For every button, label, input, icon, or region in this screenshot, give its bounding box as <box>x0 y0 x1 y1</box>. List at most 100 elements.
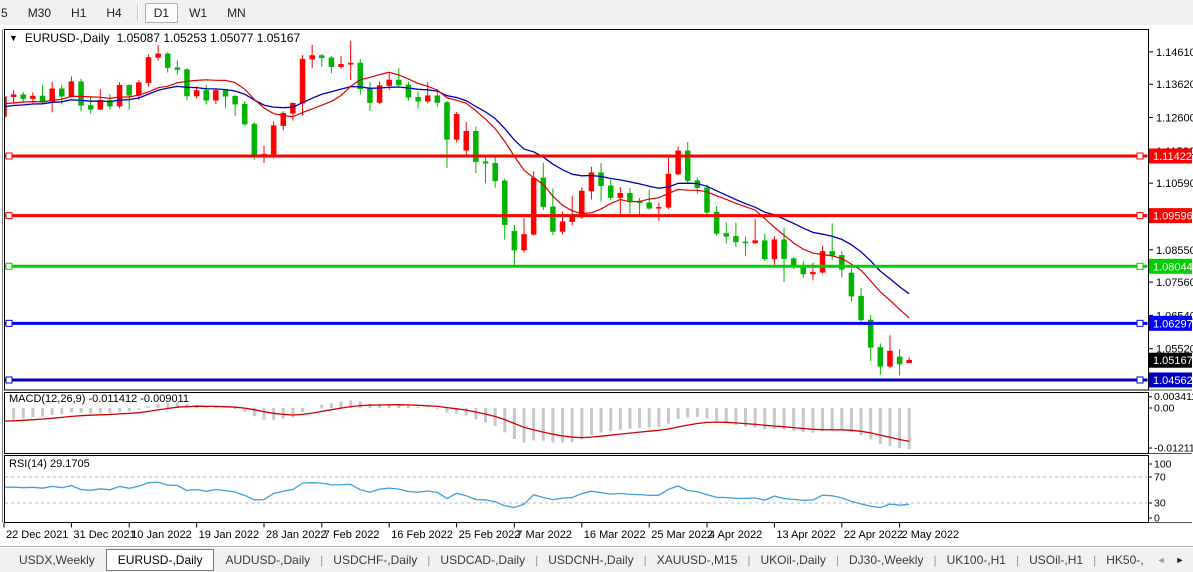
timeframe-button-h4[interactable]: H4 <box>106 5 122 20</box>
time-axis-label: 22 Apr 2022 <box>844 529 903 541</box>
rsi-axis-label: 0 <box>1154 513 1160 525</box>
price-axis-badge-text: 1.11422 <box>1153 151 1192 163</box>
timeframe-button-h1[interactable]: H1 <box>71 5 87 20</box>
time-axis-label: 28 Jan 2022 <box>266 529 327 541</box>
chart-tab-dj30-weekly[interactable]: DJ30-,Weekly <box>848 552 924 567</box>
chart-header: ▼ EURUSD-,Daily 1.05087 1.05253 1.05077 … <box>9 31 300 45</box>
chart-tab-audusd-daily[interactable]: AUDUSD-,Daily <box>225 552 311 567</box>
price-chart[interactable]: 1.146101.136201.126001.115801.105901.085… <box>0 0 1193 546</box>
tab-separator: | <box>1015 552 1020 567</box>
time-axis-label: 7 Mar 2022 <box>516 529 572 541</box>
level-line-handle <box>1136 212 1144 220</box>
time-axis-label: 16 Feb 2022 <box>391 529 453 541</box>
timeframe-button-mn[interactable]: MN <box>227 5 246 20</box>
rsi-indicator-label: RSI(14) 29.1705 <box>9 458 90 470</box>
time-axis-label: 10 Jan 2022 <box>131 529 192 541</box>
price-axis-label: 1.08550 <box>1156 245 1193 257</box>
chart-tab-usdcad-daily[interactable]: USDCAD-,Daily <box>440 552 526 567</box>
time-axis-label: 13 Apr 2022 <box>776 529 835 541</box>
chart-tab-usdcnh-daily[interactable]: USDCNH-,Daily <box>548 552 634 567</box>
rsi-axis-label: 100 <box>1154 459 1172 471</box>
time-axis-label: 19 Jan 2022 <box>199 529 260 541</box>
price-axis-badge-text: 1.05167 <box>1153 355 1193 367</box>
price-axis-label: 1.07560 <box>1156 277 1193 289</box>
time-axis-label: 25 Mar 2022 <box>651 529 713 541</box>
level-lines[interactable] <box>5 152 1148 384</box>
level-line-handle <box>5 212 13 220</box>
tab-separator: | <box>535 552 539 567</box>
tabs-scroll-left-icon[interactable]: ◄ <box>1156 554 1166 565</box>
rsi-axis-label: 70 <box>1154 472 1166 484</box>
tab-separator: | <box>1093 552 1097 567</box>
tabs-scroll-right-icon[interactable]: ► <box>1175 554 1185 565</box>
price-axis-label: 1.10590 <box>1156 178 1193 190</box>
timeframe-toolbar: 5 M30 H1 H4 D1 W1 MN <box>0 0 1193 25</box>
level-line-handle <box>1136 262 1144 270</box>
level-line-handle <box>1136 152 1144 160</box>
rsi-line <box>5 481 910 509</box>
chart-tab-usdx-weekly[interactable]: USDX,Weekly <box>19 552 95 567</box>
rsi-panel-lines <box>5 476 1148 504</box>
price-axis-badge <box>1149 352 1192 368</box>
macd-axis-label: 0.003411 <box>1154 391 1193 403</box>
price-axis-badge-text: 1.09596 <box>1153 211 1193 223</box>
price-axis-label: 1.05520 <box>1156 344 1193 356</box>
rsi-axis-label: 30 <box>1154 498 1166 510</box>
time-axis-label: 31 Dec 2021 <box>73 529 135 541</box>
level-line-handle <box>5 376 13 384</box>
tab-separator: | <box>933 552 937 567</box>
pane-frames <box>2 29 1192 523</box>
symbol-tabbar: USDX,Weekly EURUSD-,Daily AUDUSD-,Daily | US… <box>0 546 1193 572</box>
level-line-handle <box>1136 376 1144 384</box>
level-line-handle <box>5 262 13 270</box>
macd-signal-line <box>5 404 910 443</box>
price-axis-label: 1.14610 <box>1156 47 1193 59</box>
level-line-handle <box>5 319 13 327</box>
moving-averages <box>5 71 910 319</box>
tab-separator: | <box>747 552 751 567</box>
macd-histogram <box>5 400 911 450</box>
macd-axis-label: 0.00 <box>1154 403 1175 415</box>
chart-tab-uk100-h1[interactable]: UK100-,H1 <box>946 552 1006 567</box>
price-axis-badge-text: 1.04562 <box>1153 375 1193 387</box>
chart-tab-ukoil-daily[interactable]: UKOil-,Daily <box>760 552 826 567</box>
level-line-handle <box>1136 319 1144 327</box>
chart-tab-xauusd-m15[interactable]: XAUUSD-,M15 <box>656 552 738 567</box>
macd-indicator-label: MACD(12,26,9) -0.011412 -0.009011 <box>9 393 189 405</box>
price-axis-label: 1.13620 <box>1156 79 1193 91</box>
time-axis-label: 2 May 2022 <box>902 529 959 541</box>
price-axis-badge <box>1149 315 1192 331</box>
tab-separator: | <box>427 552 431 567</box>
chart-symbol-label: EURUSD-,Daily <box>24 31 110 45</box>
time-axis-label: 25 Feb 2022 <box>459 529 521 541</box>
level-line-handle <box>5 152 13 160</box>
time-axis-label: 16 Mar 2022 <box>584 529 646 541</box>
tab-scroll-controls: ◄ ► <box>1157 555 1185 565</box>
chart-tab-usdchf-daily[interactable]: USDCHF-,Daily <box>333 552 418 567</box>
tab-separator: | <box>320 552 324 567</box>
timeframe-button-d1[interactable]: D1 <box>144 2 179 23</box>
time-axis-label: 7 Feb 2022 <box>324 529 380 541</box>
price-axis-badge <box>1149 372 1192 388</box>
toolbar-separator <box>136 4 139 21</box>
candles-group <box>5 40 912 376</box>
symbol-dropdown-icon[interactable]: ▼ <box>9 33 18 43</box>
time-axis-label: 4 Apr 2022 <box>709 529 762 541</box>
price-axis-badge <box>1149 208 1192 224</box>
tab-separator: | <box>643 552 647 567</box>
price-axis-label: 1.12600 <box>1156 113 1193 125</box>
price-axis[interactable]: 1.146101.136201.126001.115801.105901.085… <box>1148 47 1193 388</box>
timeframe-button-m30[interactable]: M30 <box>27 5 52 20</box>
macd-axis-label: -0.012118 <box>1154 442 1193 454</box>
chart-ohlc-values: 1.05087 1.05253 1.05077 1.05167 <box>116 31 301 45</box>
price-axis-badge-text: 1.08044 <box>1153 261 1193 273</box>
chart-tab-hk50[interactable]: HK50-, <box>1106 552 1144 567</box>
chart-tab-eurusd-daily[interactable]: EURUSD-,Daily <box>105 548 215 571</box>
timeframe-button-5[interactable]: 5 <box>1 5 8 20</box>
timeframe-button-w1[interactable]: W1 <box>189 5 208 20</box>
chart-tab-usoil-h1[interactable]: USOil-,H1 <box>1029 552 1084 567</box>
time-axis-label: 22 Dec 2021 <box>6 529 68 541</box>
